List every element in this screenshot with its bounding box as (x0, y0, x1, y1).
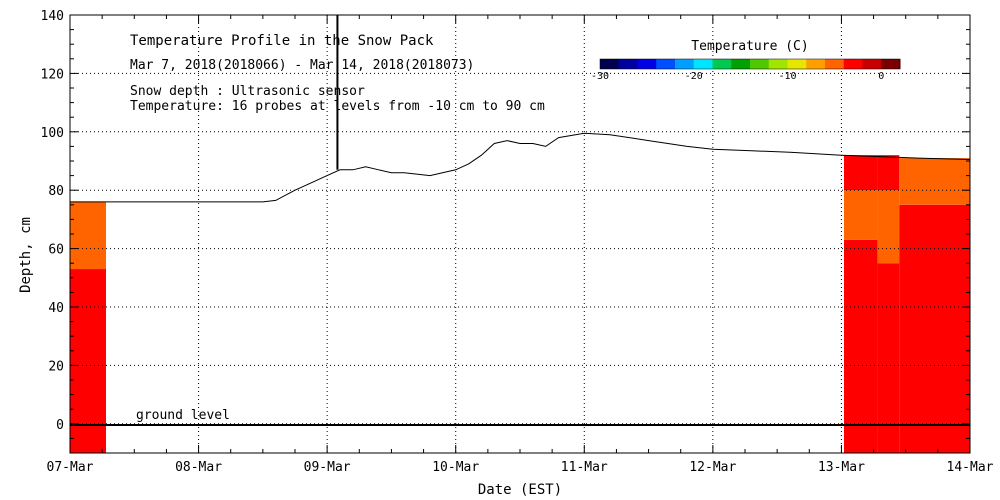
colorbar-cell (806, 59, 826, 69)
colorbar-cell (637, 59, 657, 69)
colorbar-ticks: -30 -20 -10 0 (591, 71, 884, 82)
colorbar-cell (712, 59, 732, 69)
x-tick-label: 08-Mar (175, 460, 222, 475)
y-tick-label: 60 (48, 243, 64, 258)
snow-depth-line (70, 132, 971, 203)
chart-title: Temperature Profile in the Snow Pack (130, 33, 434, 49)
colorbar-cell (787, 59, 807, 69)
colorbar-cell (693, 59, 713, 69)
colorbar-cell (825, 59, 845, 69)
x-tick-labels: 07-Mar 08-Mar 09-Mar 10-Mar 11-Mar 12-Mar 13-M… (47, 460, 994, 475)
x-tick-label: 11-Mar (561, 460, 608, 475)
colorbar-tick-label: 0 (878, 71, 884, 82)
colorbar-cell (731, 59, 751, 69)
y-tick-label: 120 (41, 67, 64, 82)
x-tick-label: 07-Mar (47, 460, 94, 475)
colorbar-tick-label: -10 (778, 71, 796, 82)
colorbar-cells (600, 59, 901, 69)
colorbar-cell (881, 59, 901, 69)
colorbar-cell (750, 59, 770, 69)
y-tick-label: 80 (48, 184, 64, 199)
y-tick-label: 20 (48, 359, 64, 374)
colorbar-frame (599, 58, 901, 70)
annotation-temperature: Temperature: 16 probes at levels from -1… (130, 99, 545, 114)
colorbar-tick-label: -30 (591, 71, 609, 82)
colorbar-title: Temperature (C) (691, 39, 808, 54)
temperature-regions (70, 155, 970, 453)
x-tick-label: 14-Mar (947, 460, 994, 475)
y-tick-label: 100 (41, 126, 64, 141)
colorbar-cell (675, 59, 695, 69)
chart-subtitle: Mar 7, 2018(2018066) - Mar 14, 2018(2018… (130, 58, 474, 73)
ground-level-label: ground level (136, 408, 230, 423)
x-tick-label: 09-Mar (304, 460, 351, 475)
colorbar-cell (843, 59, 863, 69)
temperature-band (877, 190, 900, 264)
y-tick-label: 0 (56, 418, 64, 433)
y-tick-label: 140 (41, 9, 64, 24)
temperature-band (877, 155, 900, 191)
colorbar-cell (600, 59, 620, 69)
colorbar-cell (862, 59, 882, 69)
temperature-band (70, 201, 106, 270)
annotation-snow-depth: Snow depth : Ultrasonic sensor (130, 84, 365, 99)
temperature-band (844, 239, 878, 453)
axis-ticks (69, 14, 971, 454)
colorbar: Temperature (C) -30 -20 -10 0 (591, 39, 901, 82)
grid (70, 15, 970, 453)
y-axis-title: Depth, cm (18, 217, 34, 293)
temperature-band (844, 155, 878, 191)
colorbar-cell (618, 59, 638, 69)
plot-frame (69, 14, 971, 454)
y-tick-labels: 0 20 40 60 80 100 120 140 (41, 9, 64, 433)
colorbar-tick-label: -20 (685, 71, 703, 82)
y-tick-label: 40 (48, 301, 64, 316)
temperature-band (844, 190, 878, 240)
x-tick-label: 13-Mar (818, 460, 865, 475)
temperature-band (899, 204, 970, 453)
temperature-band (877, 263, 900, 453)
colorbar-cell (656, 59, 676, 69)
snow-depth-series (70, 15, 971, 203)
x-tick-label: 12-Mar (689, 460, 736, 475)
colorbar-cell (768, 59, 788, 69)
x-tick-label: 10-Mar (432, 460, 479, 475)
x-axis-title: Date (EST) (478, 482, 562, 498)
temperature-band (70, 269, 106, 453)
temperature-band (899, 158, 970, 205)
